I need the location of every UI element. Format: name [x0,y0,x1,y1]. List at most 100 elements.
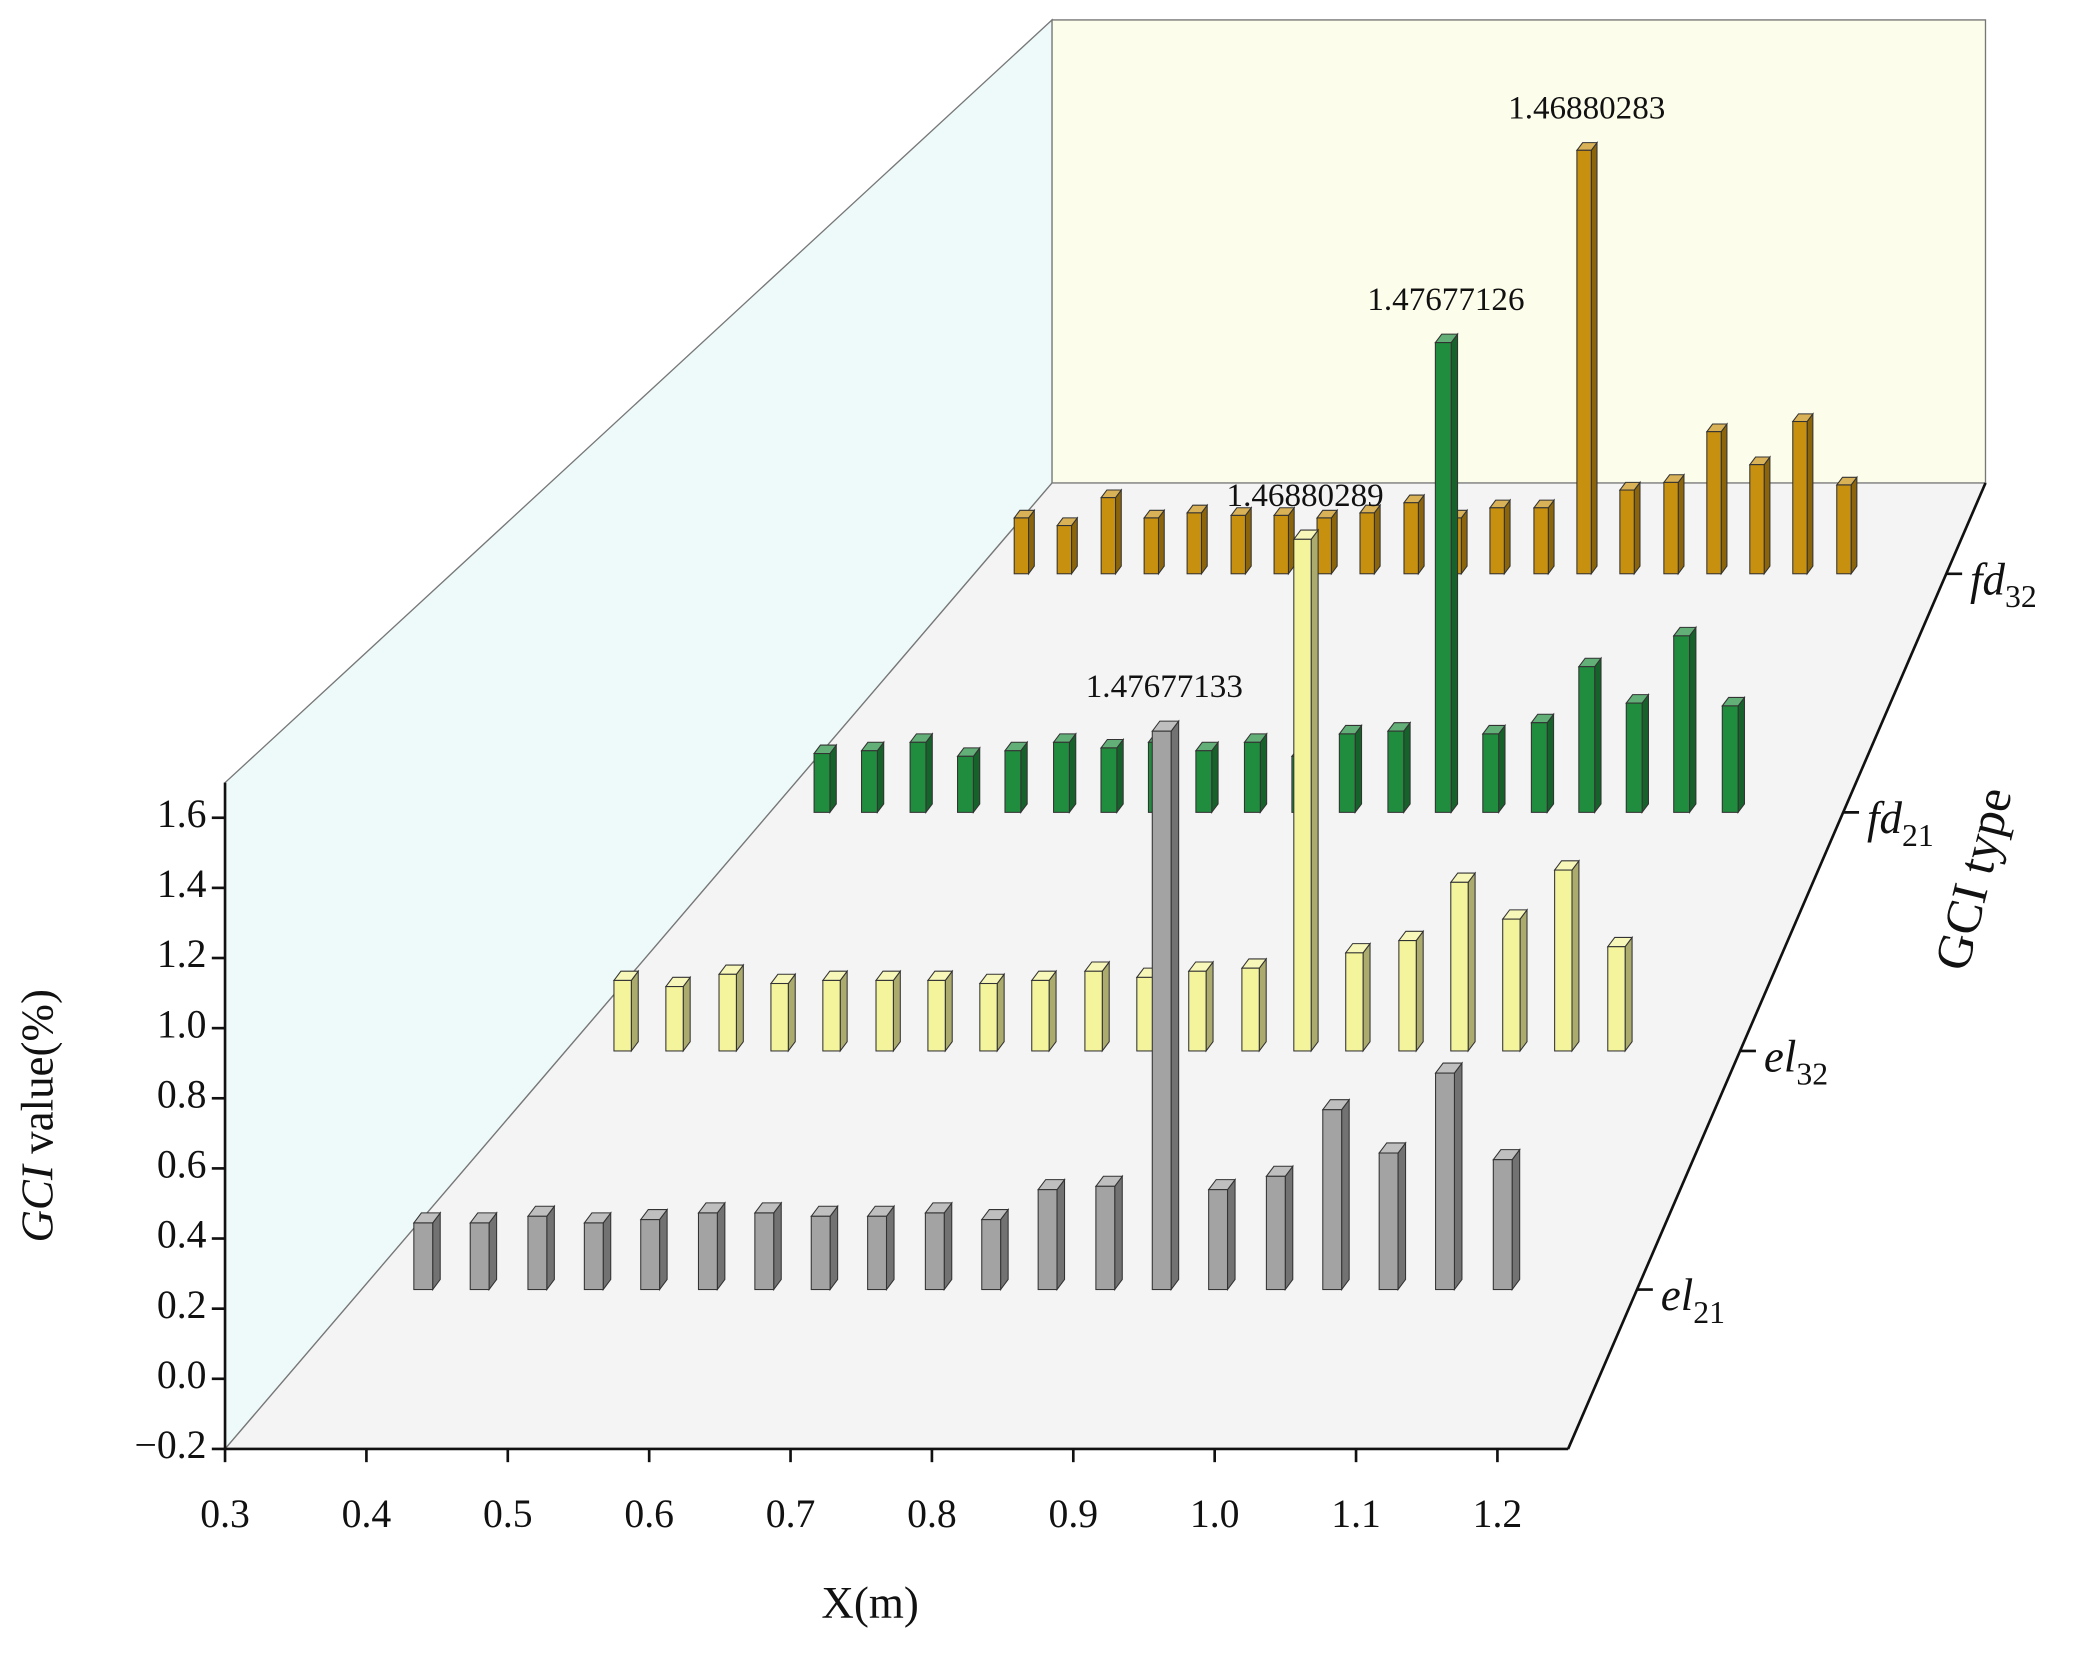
bar-side [1460,508,1468,576]
bar [1056,525,1073,575]
bar-side [1200,503,1208,576]
bar [1492,1159,1513,1291]
bar [981,1219,1002,1291]
bar-side [1511,1148,1521,1292]
y-tick-label: 0.0 [157,1353,207,1397]
bar-side [1590,141,1598,576]
bar-side [876,740,885,814]
z-tick-label-sub: 21 [1693,1295,1725,1330]
bar-side [1048,969,1057,1053]
x-tick-label: 1.2 [1473,1492,1523,1536]
x-tick-label: 0.4 [342,1492,392,1536]
bar-side [1547,498,1555,576]
bar [1530,722,1548,813]
bar-side [1071,516,1078,576]
z-tick-label: el32 [1764,1032,1828,1092]
bar-side [1641,693,1649,814]
bar-side [839,969,848,1053]
bar [1053,741,1070,813]
bar [613,979,632,1052]
bar-side [885,1204,895,1292]
bar [718,973,737,1052]
data-label: 1.47677126 [1367,282,1524,318]
z-tick-label-main: fd [1867,793,1902,843]
bar [697,1212,718,1291]
bar-side [1114,1174,1123,1292]
z-tick-label-sub: 32 [1796,1057,1828,1092]
bar-side [1114,488,1122,576]
bar-side [1020,740,1028,814]
bar [1195,750,1213,813]
x-tick-label: 0.7 [766,1492,816,1536]
bar-side [716,1201,726,1292]
bar-side [546,1204,555,1292]
bar-side [1503,498,1511,576]
bar [1663,481,1679,575]
bar-side [1116,737,1124,814]
x-axis-title: X(m) [821,1578,918,1628]
bar [1095,1185,1116,1291]
bar-side [735,963,744,1053]
bar-side [1244,506,1252,576]
bar-side [1101,960,1110,1053]
bar [1673,635,1691,813]
bar [1450,881,1469,1052]
bar [1084,970,1103,1052]
y-axis-title-italic: GCI [13,1163,63,1242]
bar [1387,730,1405,813]
bar [1273,514,1289,575]
z-tick-label-sub: 21 [1902,818,1934,853]
bar-side [1450,332,1459,814]
bar-side [1330,508,1338,576]
bar [979,982,998,1052]
bar [1706,431,1722,575]
bar-side [1068,732,1077,814]
y-tick-label: 0.8 [157,1072,207,1116]
bar [754,1212,775,1291]
bar [1345,952,1364,1052]
y-tick-label: −0.2 [135,1423,207,1467]
bar [1230,514,1246,575]
bar [1037,1189,1058,1291]
bar-side [1170,719,1180,1292]
bar-side [1677,473,1685,576]
bar-side [1310,528,1319,1053]
bar-side [1373,503,1381,576]
bar-side [1546,712,1555,814]
bar-side [1403,721,1411,814]
bar [1338,733,1356,813]
bar [1576,149,1592,575]
bar [822,979,841,1052]
bar [1489,507,1505,575]
bar-side [1205,960,1214,1053]
z-tick-label-main: el [1764,1032,1796,1082]
bar [1482,733,1500,813]
z-axis-title: GCI type [1923,782,2022,976]
bar-side [1519,908,1528,1053]
z-tick-label-sub: 32 [2005,580,2037,615]
x-tick-label: 1.1 [1331,1492,1381,1536]
bar-side [1624,935,1633,1053]
bar-side [1571,859,1580,1053]
x-tick-label: 0.5 [483,1492,533,1536]
bar-side [1689,625,1697,814]
y-tick-label: 1.2 [157,932,207,976]
bar [1619,489,1635,575]
bar [1322,1109,1343,1291]
bar-side [1737,695,1746,814]
bar-side [1362,942,1371,1053]
bar-side [1720,422,1728,576]
bar [1625,702,1643,813]
bar [875,979,894,1052]
bar [665,986,684,1052]
bar-side [1284,1164,1294,1292]
bar-side [1467,871,1476,1053]
bar [1136,976,1155,1052]
bar [1554,869,1573,1052]
x-tick-label: 1.0 [1190,1492,1240,1536]
bar [1013,517,1030,575]
y-tick-label: 0.2 [157,1283,207,1327]
bar-side [1397,1141,1407,1292]
bar [1243,741,1261,813]
